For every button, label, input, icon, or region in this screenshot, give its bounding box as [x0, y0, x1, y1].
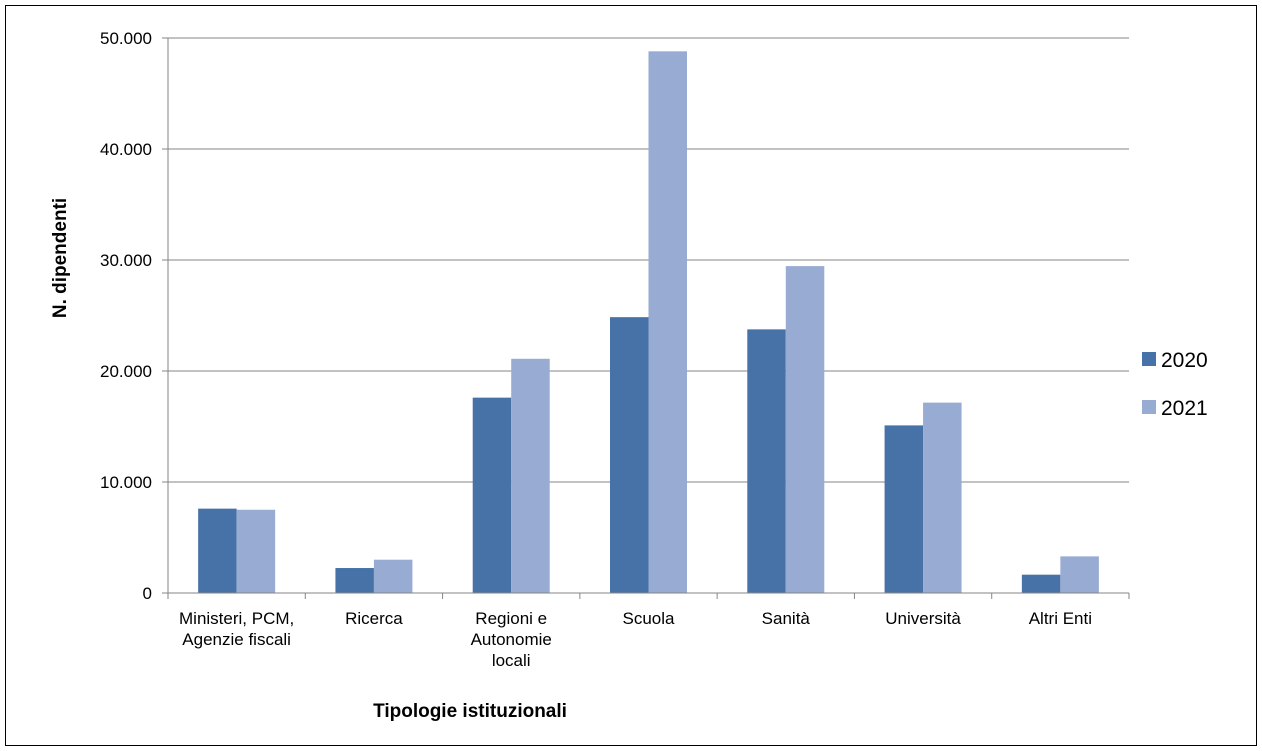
bar-2021-5: [923, 402, 962, 593]
x-axis-title: Tipologie istituzionali: [373, 701, 567, 722]
bar-2020-2: [472, 397, 512, 593]
y-tick-labels: 0 10.000 20.000 30.000 40.000 50.000: [100, 29, 152, 603]
legend-label-2021: 2021: [1161, 397, 1208, 420]
bar-2020-0: [198, 508, 237, 593]
legend-label-2020: 2020: [1161, 349, 1208, 372]
x-tick-label: Ministeri, PCM, Agenzie fiscali: [179, 609, 294, 649]
legend: 2020 2021: [1142, 349, 1208, 420]
x-tick-label: Ricerca: [345, 609, 403, 628]
bar-2020-5: [884, 425, 924, 593]
bar-2021-2: [511, 358, 550, 593]
bar-2021-1: [373, 559, 413, 593]
y-tick-label: 40.000: [100, 140, 152, 159]
bar-2021-4: [785, 266, 825, 593]
x-tick-label: Università: [885, 609, 961, 628]
y-tick-label: 10.000: [100, 473, 152, 492]
bars: [198, 51, 1099, 593]
bar-2021-6: [1060, 556, 1099, 593]
y-axis-title: N. dipendenti: [50, 198, 71, 318]
bar-2020-3: [610, 317, 649, 593]
y-tick-label: 20.000: [100, 362, 152, 381]
legend-swatch-2021: [1142, 400, 1156, 414]
x-tick-labels: Ministeri, PCM, Agenzie fiscali Ricerca Reg…: [179, 609, 1092, 670]
x-tick-label: Regioni e Autonomie locali: [471, 609, 552, 670]
y-tick-label: 50.000: [100, 29, 152, 48]
bar-2020-4: [747, 329, 786, 593]
x-tick-label: Sanità: [762, 609, 811, 628]
bar-2020-1: [335, 568, 374, 593]
bar-2021-0: [236, 509, 276, 593]
bar-2021-3: [648, 51, 687, 593]
x-tick-label: Altri Enti: [1029, 609, 1092, 628]
y-tick-label: 0: [143, 584, 152, 603]
legend-swatch-2020: [1142, 352, 1156, 366]
y-tick-label: 30.000: [100, 251, 152, 270]
bar-2020-6: [1021, 574, 1061, 593]
x-tick-label: Scuola: [623, 609, 676, 628]
axes: [162, 37, 1130, 599]
